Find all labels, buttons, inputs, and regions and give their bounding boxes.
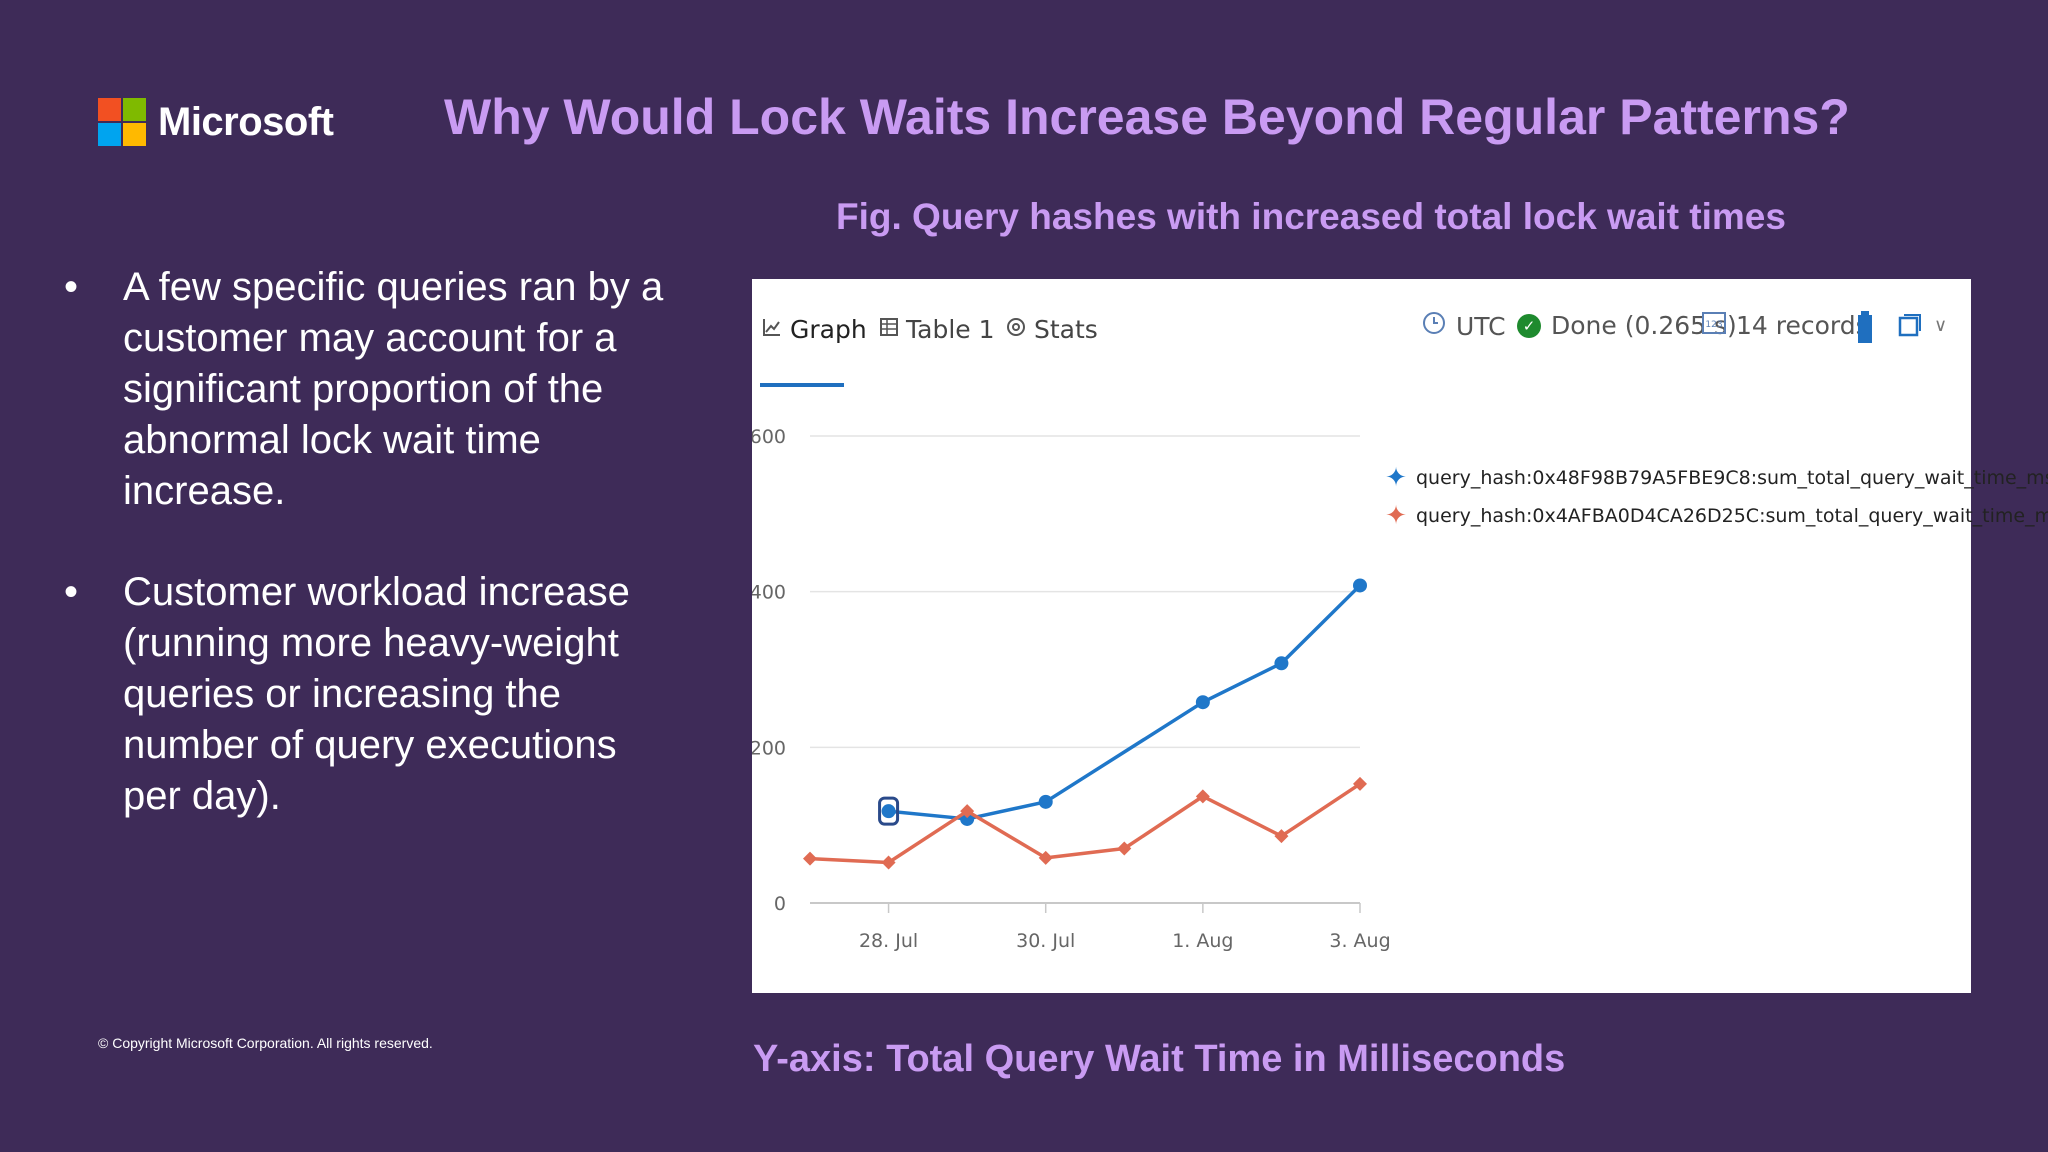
microsoft-logo: Microsoft: [98, 98, 334, 146]
yaxis-caption: Y-axis: Total Query Wait Time in Millise…: [753, 1038, 1566, 1080]
slide-title: Why Would Lock Waits Increase Beyond Reg…: [444, 89, 1850, 145]
tab-table-label: Table 1: [906, 315, 995, 344]
selected-point-highlight: [878, 796, 900, 826]
tab-stats-label: Stats: [1034, 315, 1098, 344]
x-tick-label: 30. Jul: [1016, 930, 1075, 952]
bullet-list: • A few specific queries ran by a custom…: [60, 262, 680, 872]
legend-item[interactable]: ✦ query_hash:0x4AFBA0D4CA26D25C:sum_tota…: [1384, 497, 2048, 535]
timezone-indicator[interactable]: UTC: [1422, 311, 1506, 341]
data-point: [960, 804, 975, 819]
y-tick-label: 400: [752, 582, 786, 604]
x-tick-label: 1. Aug: [1172, 930, 1233, 952]
copyright-notice: © Copyright Microsoft Corporation. All r…: [98, 1035, 433, 1051]
stats-icon: [1006, 317, 1026, 343]
brand-name: Microsoft: [158, 99, 334, 144]
checkmark-icon: ✓: [1517, 313, 1541, 338]
table-icon: [880, 317, 898, 342]
series-line: [809, 782, 1361, 865]
tab-graph-label: Graph: [790, 315, 867, 344]
tab-stats[interactable]: Stats: [1006, 315, 1098, 344]
legend-marker-icon: ✦: [1385, 501, 1407, 531]
tab-table[interactable]: Table 1: [880, 315, 995, 344]
clock-icon: [1422, 311, 1446, 341]
data-point: [1274, 656, 1289, 671]
series-line: [888, 584, 1362, 821]
y-tick-label: 200: [752, 737, 786, 759]
active-tab-indicator: [760, 383, 844, 387]
records-icon: 123: [1702, 311, 1726, 340]
data-point: [1274, 829, 1289, 844]
data-point: [803, 851, 817, 866]
legend-label: query_hash:0x4AFBA0D4CA26D25C:sum_total_…: [1416, 505, 2048, 527]
data-point: [1038, 850, 1053, 865]
y-tick-label: 600: [752, 426, 786, 448]
result-toolbar: Graph Table 1 Stats UTC ✓ Done (0.265 s): [752, 279, 1971, 389]
query-status: ✓ Done (0.265 s): [1517, 311, 1737, 340]
records-label: 14 records: [1736, 311, 1869, 340]
legend-label: query_hash:0x48F98B79A5FBE9C8:sum_total_…: [1416, 467, 2048, 489]
query-status-label: Done (0.265 s): [1551, 311, 1737, 340]
timezone-label: UTC: [1456, 311, 1506, 341]
chart-legend: ✦ query_hash:0x48F98B79A5FBE9C8:sum_tota…: [1384, 459, 2048, 535]
x-tick-label: 3. Aug: [1329, 930, 1390, 952]
records-icon-text: 123: [1705, 320, 1722, 330]
bullet-item: • A few specific queries ran by a custom…: [60, 262, 680, 517]
x-tick-label: 28. Jul: [859, 930, 918, 952]
window-icon[interactable]: [1898, 313, 1922, 341]
records-count: 123 14 records: [1702, 311, 1869, 340]
figure-caption: Fig. Query hashes with increased total l…: [836, 196, 1786, 237]
data-point: [1195, 695, 1210, 710]
data-point: [1195, 789, 1210, 804]
data-point: [1038, 794, 1053, 809]
y-tick-label: 0: [774, 893, 786, 915]
data-point: [881, 804, 896, 819]
bullet-icon: •: [64, 570, 79, 614]
data-point: [1117, 841, 1132, 856]
bullet-icon: •: [64, 265, 79, 309]
clipboard-icon[interactable]: [1855, 310, 1875, 348]
legend-marker-icon: ✦: [1385, 463, 1407, 493]
legend-item[interactable]: ✦ query_hash:0x48F98B79A5FBE9C8:sum_tota…: [1384, 459, 2048, 497]
chevron-down-icon[interactable]: ∨: [1934, 315, 1948, 336]
microsoft-logo-icon: [98, 98, 146, 146]
bullet-item: • Customer workload increase (running mo…: [60, 567, 680, 822]
chart-panel: Graph Table 1 Stats UTC ✓ Done (0.265 s): [752, 279, 2048, 993]
data-point: [881, 855, 896, 870]
line-chart-icon: [762, 317, 782, 343]
bullet-text: A few specific queries ran by a customer…: [123, 265, 664, 513]
line-chart: 0 200 400 600 28. Jul 30. Jul 1. Aug 3. Aug: [752, 426, 1391, 952]
bullet-text: Customer workload increase (running more…: [123, 570, 630, 818]
tab-graph[interactable]: Graph: [762, 315, 867, 344]
data-point: [1353, 776, 1367, 791]
data-point: [1353, 578, 1367, 593]
